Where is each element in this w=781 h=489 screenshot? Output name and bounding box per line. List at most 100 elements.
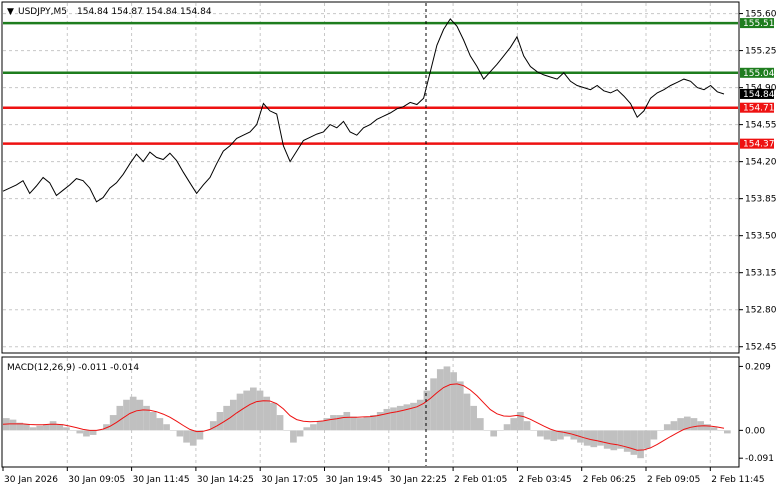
- macd-histogram-bar: [316, 421, 324, 431]
- macd-histogram-bar: [256, 390, 264, 431]
- price-tick-label: 153.15: [745, 269, 777, 279]
- macd-histogram-bar: [183, 430, 190, 443]
- macd-label: MACD(12,26,9) -0.011 -0.014: [7, 363, 139, 373]
- macd-histogram-bar: [96, 430, 104, 431]
- macd-histogram-bar: [597, 430, 604, 446]
- macd-indicator: [2, 366, 731, 459]
- macd-histogram-bar: [376, 412, 384, 431]
- macd-histogram-bar: [603, 430, 611, 449]
- macd-histogram-bar: [663, 424, 671, 431]
- macd-histogram-bar: [69, 430, 77, 431]
- macd-histogram-bar: [683, 416, 691, 431]
- macd-histogram-bar: [56, 424, 64, 431]
- macd-histogram-bar: [136, 399, 144, 431]
- macd-histogram-bar: [410, 402, 417, 431]
- symbol-label: USDJPY,M5: [18, 7, 67, 17]
- macd-tick-label: -0.091: [745, 454, 774, 464]
- macd-histogram-bar: [396, 405, 404, 431]
- level-label: 155.04: [743, 69, 775, 79]
- macd-histogram-bar: [250, 387, 257, 431]
- macd-histogram-bar: [690, 418, 698, 431]
- time-tick-label: 30 Jan 14:25: [197, 475, 254, 485]
- time-tick-label: 30 Jan 2026: [4, 475, 58, 485]
- macd-histogram-bar: [617, 430, 624, 449]
- macd-histogram-bar: [416, 399, 424, 431]
- macd-histogram-bar: [263, 396, 271, 431]
- macd-histogram-bar: [216, 412, 224, 431]
- macd-histogram-bar: [143, 405, 150, 431]
- macd-histogram-bar: [29, 427, 37, 431]
- macd-histogram-bar: [677, 418, 684, 431]
- macd-histogram-bar: [703, 424, 711, 431]
- macd-histogram-bar: [463, 393, 471, 431]
- macd-histogram-bar: [643, 430, 651, 449]
- macd-histogram-bar: [63, 427, 70, 431]
- time-tick-label: 30 Jan 09:05: [68, 475, 125, 485]
- price-line: [2, 18, 725, 203]
- macd-histogram-bar: [283, 430, 291, 431]
- macd-tick-label: 0.209: [745, 362, 771, 372]
- price-tick-label: 153.85: [745, 195, 777, 205]
- macd-histogram-bar: [637, 430, 644, 459]
- macd-histogram-bar: [196, 430, 204, 440]
- macd-histogram-bar: [503, 424, 511, 431]
- macd-histogram-bar: [390, 407, 397, 431]
- level-badge: [740, 67, 774, 78]
- price-pane[interactable]: [1, 1, 740, 354]
- macd-histogram-bar: [430, 378, 437, 431]
- macd-histogram-bar: [109, 415, 117, 431]
- macd-histogram-bar: [383, 408, 391, 431]
- macd-histogram-bar: [303, 427, 311, 431]
- time-tick-label: 30 Jan 17:05: [261, 475, 318, 485]
- level-label: 155.51: [743, 19, 775, 29]
- price-tick-label: 155.60: [745, 10, 777, 20]
- price-tick-label: 155.25: [745, 47, 777, 57]
- macd-histogram-bar: [270, 402, 277, 431]
- macd-histogram-bar: [43, 424, 50, 431]
- time-tick-label: 30 Jan 11:45: [133, 475, 190, 485]
- price-tick-label: 152.80: [745, 306, 777, 316]
- macd-histogram-bar: [350, 416, 357, 431]
- macd-histogram-bar: [623, 430, 631, 452]
- macd-histogram-bar: [296, 430, 304, 437]
- macd-histogram-bar: [470, 405, 477, 431]
- macd-histogram-bar: [537, 430, 544, 437]
- macd-histogram-bar: [323, 418, 331, 431]
- macd-histogram-bar: [423, 390, 431, 431]
- macd-histogram-bar: [243, 390, 251, 431]
- level-lines: [3, 21, 738, 145]
- time-tick-label: 2 Feb 03:45: [518, 475, 571, 485]
- triangle-down-icon[interactable]: ▼: [7, 7, 14, 17]
- macd-histogram-bar: [490, 430, 498, 437]
- time-tick-label: 2 Feb 11:45: [711, 475, 764, 485]
- macd-histogram-bar: [370, 415, 377, 431]
- time-tick-label: 30 Jan 19:45: [326, 475, 383, 485]
- macd-histogram-bar: [356, 418, 364, 431]
- macd-histogram-bar: [497, 430, 504, 431]
- macd-histogram-bar: [476, 418, 484, 431]
- time-tick-label: 30 Jan 22:25: [390, 475, 447, 485]
- macd-histogram-bar: [343, 412, 351, 431]
- time-tick-label: 2 Feb 06:25: [583, 475, 636, 485]
- macd-histogram-bar: [209, 421, 217, 431]
- macd-histogram-bar: [236, 393, 244, 431]
- macd-histogram-bar: [129, 396, 137, 431]
- level-badge: [740, 18, 774, 29]
- price-tick-label: 152.45: [745, 343, 777, 353]
- macd-histogram-bar: [16, 422, 24, 431]
- macd-histogram-bar: [630, 430, 638, 455]
- macd-histogram-bar: [523, 421, 531, 431]
- macd-histogram-bar: [83, 430, 90, 437]
- macd-histogram-bar: [169, 430, 177, 431]
- axes: 155.60 155.25 154.90 154.55 154.20 153.85 153.…: [2, 10, 777, 485]
- level-badge: [740, 102, 774, 113]
- time-tick-label: 2 Feb 01:05: [454, 475, 507, 485]
- macd-histogram-bar: [163, 424, 170, 431]
- macd-histogram-bar: [436, 369, 444, 431]
- macd-histogram-bar: [610, 430, 618, 451]
- macd-histogram-bar: [510, 418, 518, 431]
- macd-histogram-bar: [290, 430, 297, 443]
- macd-histogram-bar: [717, 430, 724, 431]
- macd-histogram-bar: [557, 430, 564, 440]
